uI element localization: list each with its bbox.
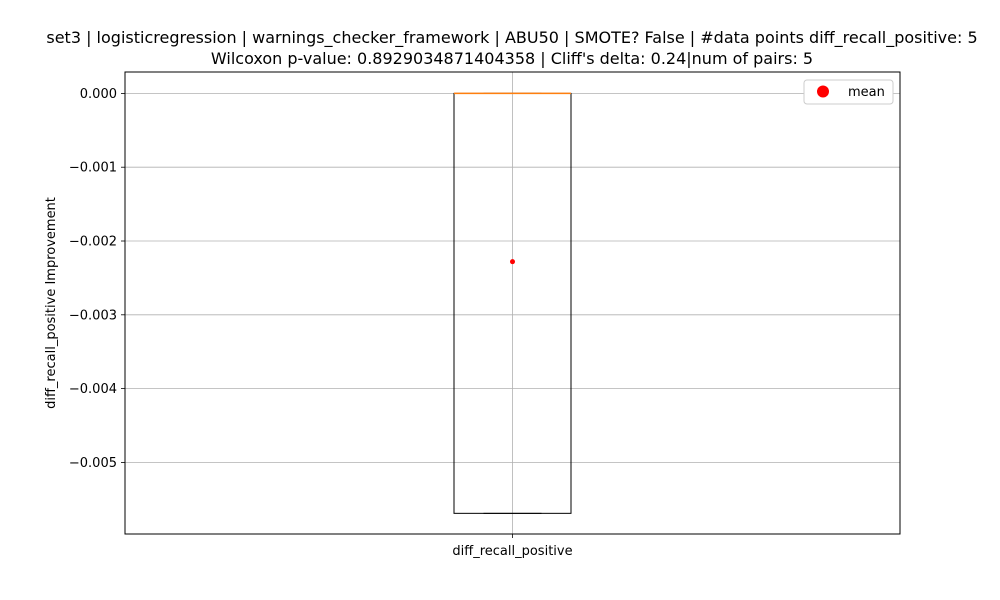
x-tick-label: diff_recall_positive: [452, 544, 572, 559]
legend: mean: [803, 79, 894, 105]
y-tick-label: −0.003: [69, 308, 117, 323]
x-axis-ticks: diff_recall_positive: [452, 534, 573, 559]
legend-mean-label: mean: [848, 85, 885, 100]
y-tick-label: −0.001: [69, 161, 117, 176]
mean-marker: [510, 259, 515, 265]
title-line-2: Wilcoxon p-value: 0.8929034871404358 | C…: [211, 49, 813, 68]
chart-title: set3 | logisticregression | warnings_che…: [46, 28, 977, 68]
grid-lines: [125, 72, 900, 534]
legend-frame: [803, 79, 894, 105]
y-tick-label: −0.002: [69, 235, 117, 250]
box-group: [453, 92, 572, 514]
legend-mean-marker: [817, 85, 829, 98]
y-tick-label: 0.000: [80, 87, 117, 102]
y-axis-ticks: 0.000 −0.001 −0.002 −0.003 −0.004 −0.005: [69, 87, 125, 471]
y-tick-label: −0.004: [69, 382, 117, 397]
y-axis-label: diff_recall_positive Improvement: [44, 197, 59, 409]
title-line-1: set3 | logisticregression | warnings_che…: [46, 28, 977, 48]
y-tick-label: −0.005: [69, 456, 117, 471]
